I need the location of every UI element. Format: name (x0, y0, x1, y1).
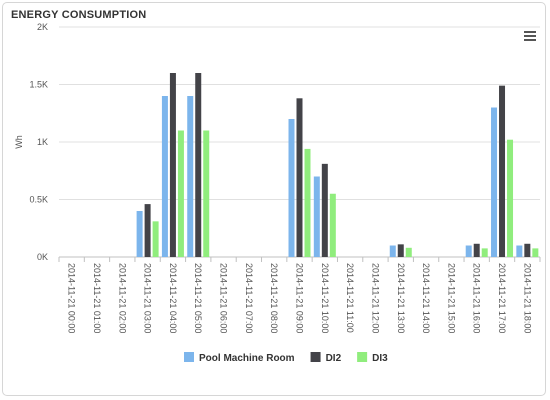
legend-label: DI2 (326, 353, 342, 364)
legend-item[interactable]: DI3 (357, 352, 388, 364)
menu-bar-line (524, 31, 536, 33)
bar[interactable] (187, 96, 194, 257)
legend-swatch (184, 352, 194, 362)
y-axis-ticks: 0K 0.5K 1K 1.5K 2K (29, 22, 48, 262)
bar[interactable] (397, 244, 404, 257)
bar[interactable] (313, 176, 320, 258)
bar[interactable] (161, 96, 168, 257)
y-tick-label: 0.5K (29, 195, 48, 205)
legend-swatch (310, 352, 321, 362)
x-tick-label: 2014-11-21 03:00 (143, 263, 153, 333)
bar[interactable] (136, 211, 143, 257)
bar[interactable] (329, 193, 336, 257)
bar[interactable] (524, 243, 531, 257)
legend-label: Pool Machine Room (199, 353, 295, 364)
x-tick-label: 2014-11-21 18:00 (522, 263, 532, 333)
x-tick-label: 2014-11-21 10:00 (320, 263, 330, 333)
legend-label: DI3 (372, 353, 388, 364)
bar[interactable] (516, 245, 523, 258)
y-tick-label: 2K (37, 22, 48, 32)
x-tick-label: 2014-11-21 06:00 (219, 263, 229, 333)
x-tick-label: 2014-11-21 05:00 (193, 263, 203, 333)
bar[interactable] (481, 248, 488, 257)
bar[interactable] (169, 73, 176, 257)
x-tick-label: 2014-11-21 13:00 (396, 263, 406, 333)
x-tick-label: 2014-11-21 02:00 (117, 263, 127, 333)
x-tick-label: 2014-11-21 08:00 (269, 263, 279, 333)
bar[interactable] (491, 107, 498, 258)
x-tick-label: 2014-11-21 12:00 (370, 263, 380, 333)
x-tick-label: 2014-11-21 00:00 (67, 263, 77, 333)
bar[interactable] (532, 248, 539, 257)
y-tick-label: 1.5K (29, 80, 48, 90)
bar[interactable] (389, 245, 396, 258)
y-tick-label: 1K (37, 137, 48, 147)
x-tick-label: 2014-11-21 09:00 (295, 263, 305, 333)
bar[interactable] (507, 139, 514, 257)
y-tick-label: 0K (37, 252, 48, 262)
bar[interactable] (499, 85, 506, 258)
x-tick-label: 2014-11-21 11:00 (345, 263, 355, 333)
x-tick-label: 2014-11-21 17:00 (497, 263, 507, 333)
bar[interactable] (465, 245, 472, 258)
y-axis-title: Wh (14, 135, 24, 149)
menu-bar-line (524, 35, 536, 37)
bar[interactable] (304, 148, 311, 257)
x-axis-ticks: 2014-11-21 00:00 2014-11-21 01:00 2014-11-… (58, 257, 541, 333)
bar[interactable] (195, 73, 202, 257)
bar[interactable] (288, 119, 295, 257)
bar[interactable] (296, 98, 303, 257)
bar[interactable] (405, 247, 412, 257)
menu-bar-line (524, 39, 536, 41)
legend-item[interactable]: DI2 (310, 352, 342, 364)
legend-swatch (357, 352, 368, 362)
x-tick-label: 2014-11-21 04:00 (168, 263, 178, 333)
bar[interactable] (473, 243, 480, 257)
x-tick-label: 2014-11-21 15:00 (446, 263, 456, 333)
bar[interactable] (321, 163, 328, 257)
legend-item[interactable]: Pool Machine Room (184, 352, 295, 364)
x-tick-label: 2014-11-21 16:00 (472, 263, 482, 333)
bar[interactable] (144, 204, 151, 257)
bars (136, 73, 539, 258)
x-tick-label: 2014-11-21 14:00 (421, 263, 431, 333)
panel-title: ENERGY CONSUMPTION (11, 9, 147, 21)
bar[interactable] (152, 221, 159, 257)
legend: Pool Machine Room DI2 DI3 (184, 352, 388, 364)
x-tick-label: 2014-11-21 07:00 (244, 263, 254, 333)
bar[interactable] (177, 130, 184, 258)
hamburger-menu-icon[interactable] (524, 31, 536, 41)
bar[interactable] (203, 130, 210, 258)
x-tick-label: 2014-11-21 01:00 (92, 263, 102, 333)
